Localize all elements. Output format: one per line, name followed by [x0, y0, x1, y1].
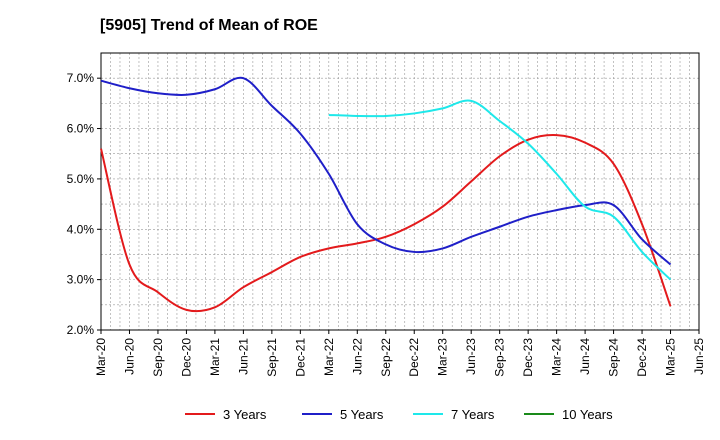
x-tick-label: Jun-22: [350, 338, 364, 375]
x-tick-label: Dec-24: [635, 338, 649, 377]
x-tick-label: Dec-20: [179, 338, 193, 377]
x-tick-label: Sep-23: [493, 338, 507, 377]
x-tick-label: Sep-22: [379, 338, 393, 377]
legend-label-7-years: 7 Years: [451, 407, 495, 422]
legend: 3 Years 5 Years 7 Years 10 Years: [185, 407, 613, 422]
x-tick-label: Dec-23: [521, 338, 535, 377]
y-tick-label: 6.0%: [67, 122, 95, 136]
x-tick-label: Sep-20: [151, 338, 165, 377]
x-tick-label: Sep-24: [607, 338, 621, 377]
x-tick-label: Jun-24: [578, 338, 592, 375]
series-lines: [100, 76, 672, 313]
x-tick-label: Sep-21: [265, 338, 279, 377]
x-tick-label: Jun-20: [122, 338, 136, 375]
legend-label-10-years: 10 Years: [562, 407, 613, 422]
series-line-3-years: [100, 133, 672, 313]
y-tick-label: 2.0%: [67, 323, 95, 337]
x-tick-label: Jun-25: [692, 338, 706, 375]
x-axis: Mar-20 Jun-20 Sep-20 Dec-20 Mar-21 Jun-21 Sep-…: [94, 330, 706, 377]
x-tick-label: Mar-23: [436, 338, 450, 376]
chart-title: [5905] Trend of Mean of ROE: [100, 17, 318, 34]
x-tick-label: Mar-20: [94, 338, 108, 376]
plot-area: [100, 52, 700, 331]
y-tick-label: 3.0%: [67, 273, 95, 287]
series-line-7-years: [328, 99, 672, 281]
x-tick-label: Dec-22: [407, 338, 421, 377]
x-tick-label: Mar-24: [550, 338, 564, 376]
y-tick-label: 7.0%: [67, 71, 95, 85]
x-tick-label: Mar-25: [664, 338, 678, 376]
x-tick-label: Dec-21: [293, 338, 307, 377]
y-tick-label: 5.0%: [67, 172, 95, 186]
x-tick-label: Mar-22: [322, 338, 336, 376]
legend-label-3-years: 3 Years: [223, 407, 267, 422]
y-axis: 2.0% 3.0% 4.0% 5.0% 6.0% 7.0%: [67, 71, 101, 337]
y-tick-label: 4.0%: [67, 222, 95, 236]
x-tick-label: Jun-21: [236, 338, 250, 375]
series-line-5-years: [100, 76, 672, 266]
x-tick-label: Mar-21: [208, 338, 222, 376]
x-tick-label: Jun-23: [464, 338, 478, 375]
legend-label-5-years: 5 Years: [340, 407, 384, 422]
